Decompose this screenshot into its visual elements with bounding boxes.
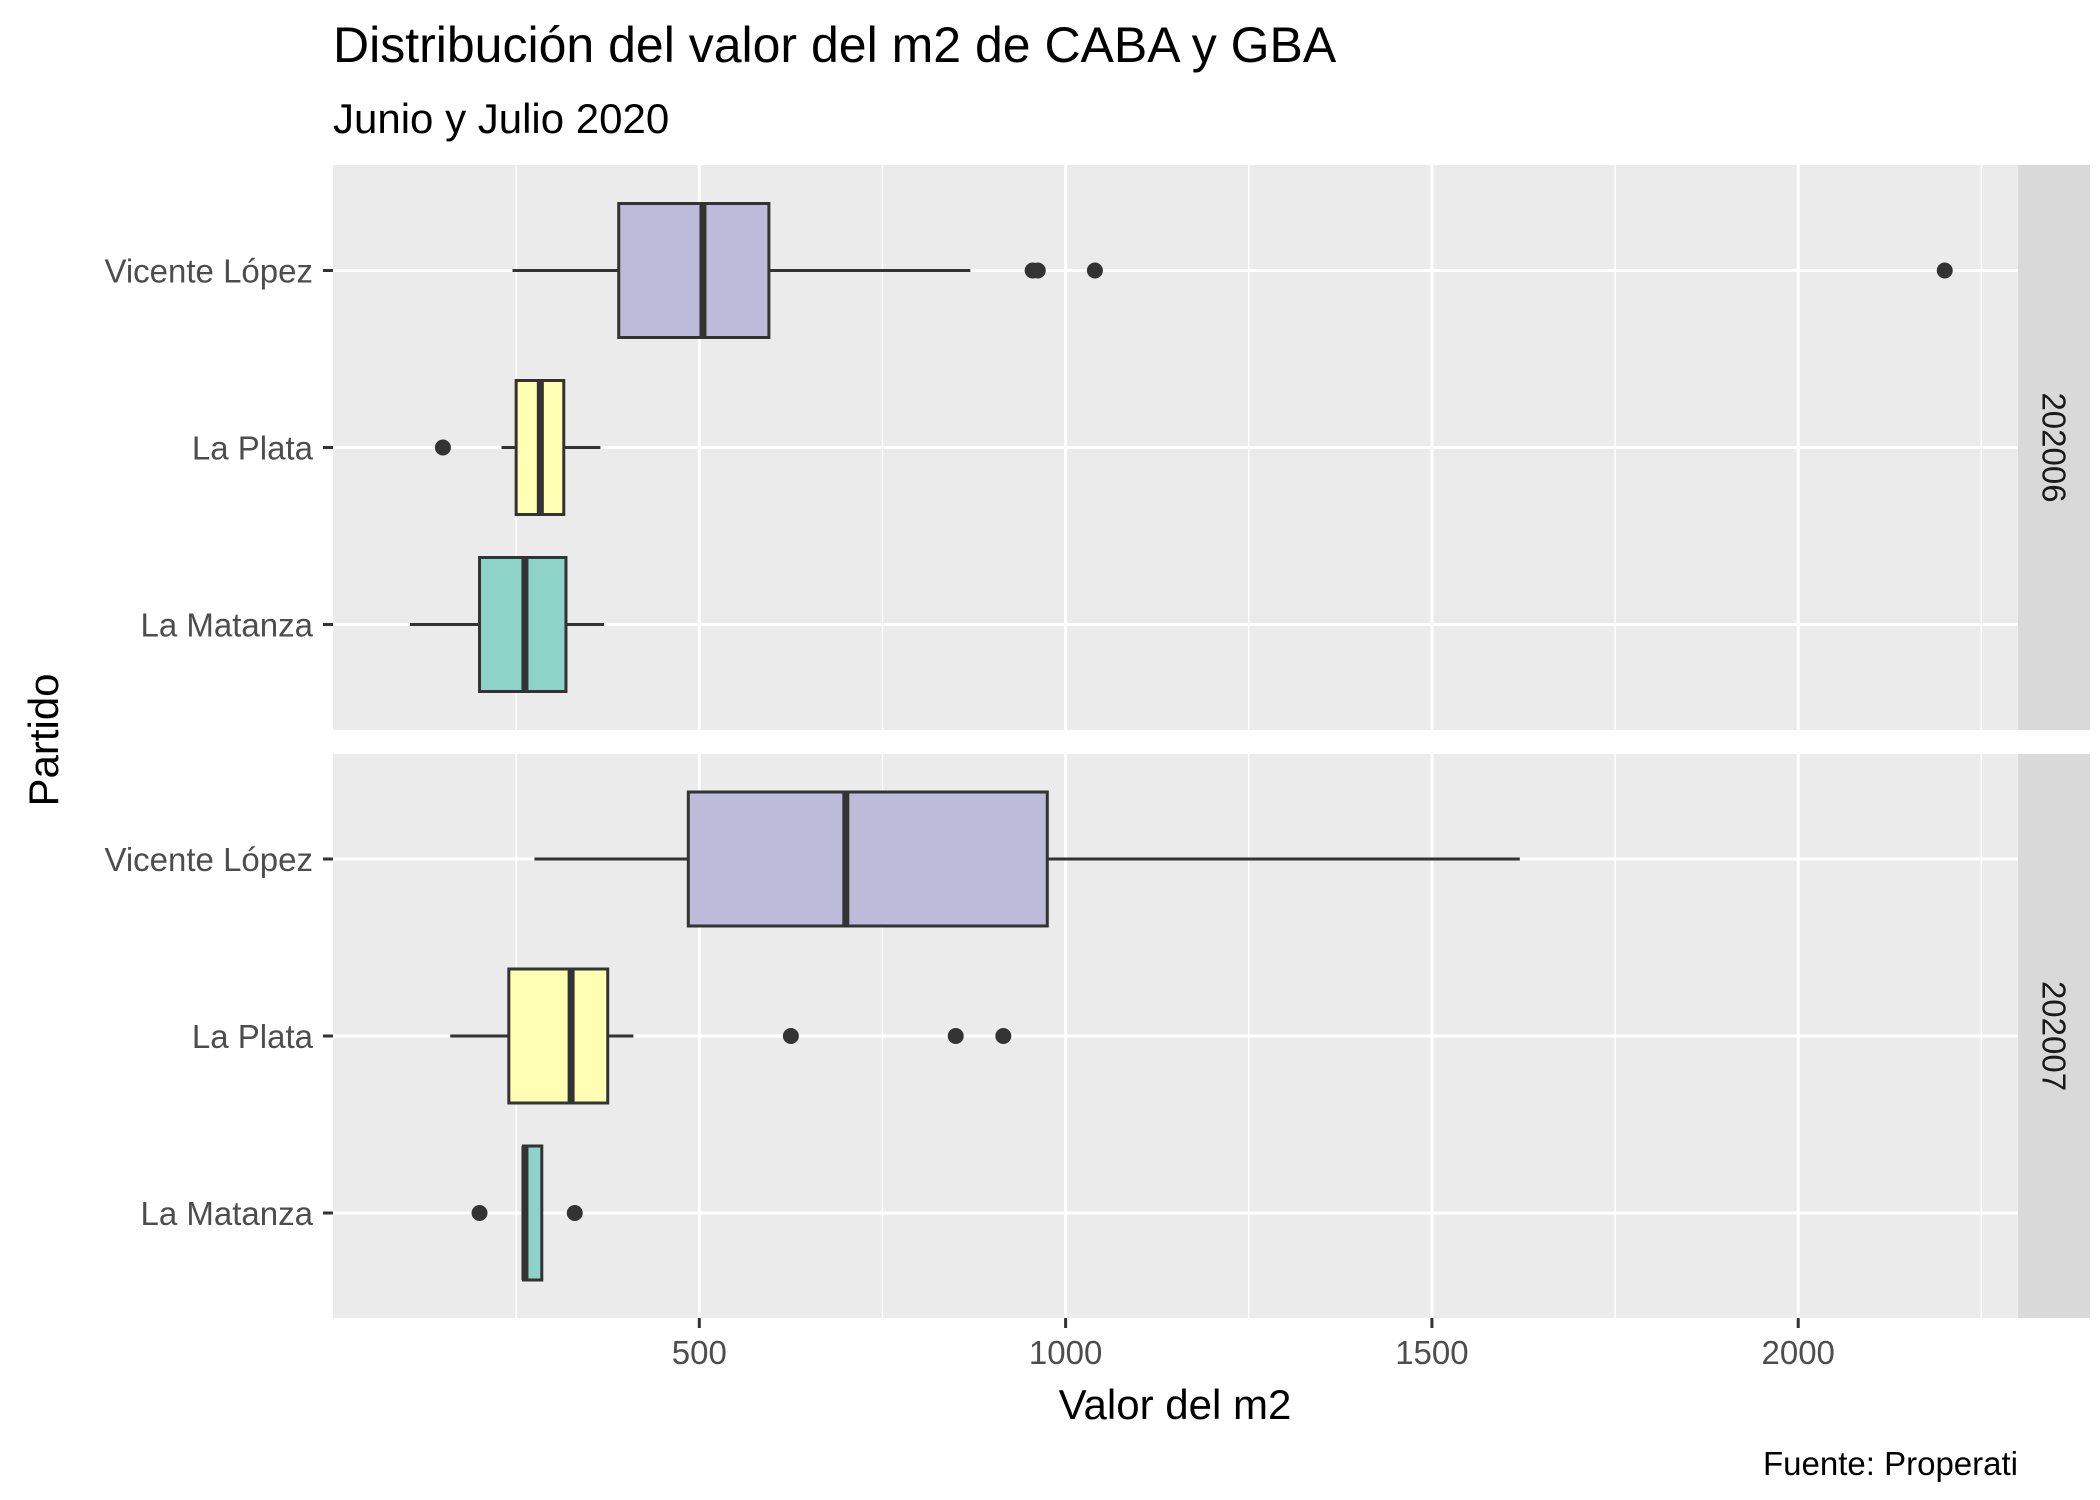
x-tick-label: 1500 — [1395, 1334, 1468, 1371]
y-axis-title: Partido — [20, 673, 67, 806]
facet-202007-la-plata-box — [509, 969, 608, 1103]
facet-202007-y-tick-label: Vicente López — [104, 841, 313, 878]
chart-title: Distribución del valor del m2 de CABA y … — [333, 17, 1337, 73]
facet-202006-y-tick-label: La Plata — [192, 430, 314, 467]
facet-202006-la-plata-outlier-point — [435, 440, 451, 456]
facet-202007-strip-label: 202007 — [2036, 981, 2073, 1091]
facet-202007-y-tick-label: La Plata — [192, 1018, 314, 1055]
facet-panels: La Matanza La Plata Vicente López 202006 La … — [104, 165, 2090, 1371]
facet-202006-y-tick-label: La Matanza — [141, 607, 314, 644]
x-tick-label: 500 — [672, 1334, 727, 1371]
caption: Fuente: Properati — [1763, 1445, 2018, 1482]
facet-202007-la-plata-outlier-point — [948, 1028, 964, 1044]
facet-202006-vicente-lopez-outlier-point — [1030, 263, 1046, 279]
facet-202006-vicente-lopez-outlier-point — [1937, 263, 1953, 279]
facet-202007-la-plata-outlier-point — [995, 1028, 1011, 1044]
facet-202007-vicente-lopez-box — [688, 792, 1047, 926]
x-axis-title: Valor del m2 — [1059, 1381, 1292, 1428]
facet-202006-y-tick-label: Vicente López — [104, 253, 313, 290]
facet-202007-la-plata-outlier-point — [783, 1028, 799, 1044]
facet-202006-vicente-lopez-box — [619, 204, 769, 338]
facet-202007-la-matanza-outlier-point — [472, 1205, 488, 1221]
chart-subtitle: Junio y Julio 2020 — [333, 95, 669, 142]
facet-202007-y-tick-label: La Matanza — [141, 1195, 314, 1232]
x-tick-label: 2000 — [1762, 1334, 1835, 1371]
facet-202006-strip-label: 202006 — [2036, 392, 2073, 502]
x-tick-label: 1000 — [1029, 1334, 1102, 1371]
facet-202007-la-matanza-outlier-point — [567, 1205, 583, 1221]
facet-202006-vicente-lopez-outlier-point — [1087, 263, 1103, 279]
